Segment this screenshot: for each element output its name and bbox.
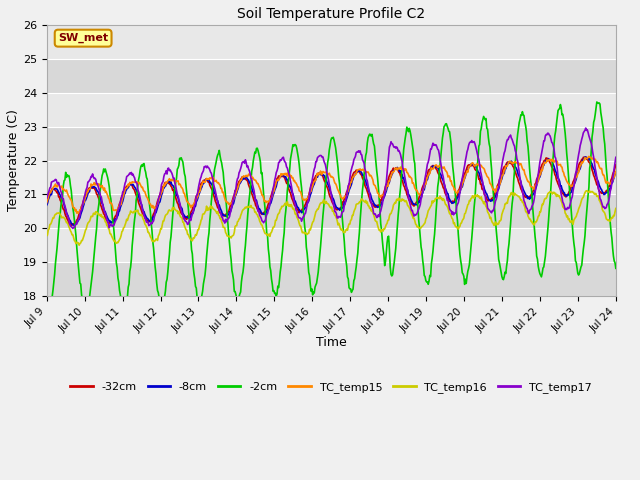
-8cm [113, 216, 120, 222]
TC_temp15 [200, 179, 208, 185]
-2cm [418, 249, 426, 254]
-8cm [581, 154, 589, 160]
TC_temp17 [170, 175, 178, 181]
Line: TC_temp16: TC_temp16 [47, 191, 616, 245]
-2cm [43, 306, 51, 312]
-32cm [401, 187, 409, 192]
Line: -32cm: -32cm [47, 157, 616, 226]
Legend: -32cm, -8cm, -2cm, TC_temp15, TC_temp16, TC_temp17: -32cm, -8cm, -2cm, TC_temp15, TC_temp16,… [66, 378, 596, 397]
TC_temp15 [113, 207, 120, 213]
-8cm [170, 185, 178, 191]
TC_temp16 [43, 233, 51, 239]
TC_temp16 [612, 205, 620, 211]
TC_temp17 [69, 226, 77, 231]
-8cm [200, 180, 208, 185]
-32cm [612, 162, 620, 168]
-8cm [70, 222, 78, 228]
X-axis label: Time: Time [316, 336, 347, 349]
-32cm [170, 191, 178, 196]
TC_temp16 [582, 188, 590, 194]
TC_temp15 [612, 168, 620, 174]
-32cm [418, 186, 426, 192]
TC_temp16 [401, 199, 409, 204]
-2cm [612, 265, 620, 271]
Bar [47, 59, 616, 93]
-8cm [53, 186, 61, 192]
TC_temp17 [401, 177, 409, 182]
-8cm [612, 169, 620, 175]
Bar [47, 262, 616, 296]
TC_temp16 [200, 211, 208, 217]
TC_temp15 [74, 210, 82, 216]
TC_temp17 [612, 155, 620, 160]
-2cm [113, 260, 120, 266]
-2cm [44, 310, 51, 315]
Line: TC_temp17: TC_temp17 [47, 128, 616, 228]
Title: Soil Temperature Profile C2: Soil Temperature Profile C2 [237, 7, 426, 21]
Bar [47, 228, 616, 262]
-8cm [418, 192, 426, 197]
TC_temp17 [582, 125, 589, 131]
-32cm [113, 212, 120, 218]
-32cm [43, 197, 51, 203]
-32cm [582, 154, 589, 160]
-32cm [67, 223, 75, 229]
-2cm [54, 236, 61, 242]
-2cm [401, 135, 409, 141]
Text: SW_met: SW_met [58, 33, 108, 43]
Line: -2cm: -2cm [47, 102, 616, 312]
-8cm [43, 202, 51, 208]
TC_temp15 [401, 166, 409, 172]
TC_temp16 [170, 204, 178, 210]
Bar [47, 194, 616, 228]
Bar [47, 93, 616, 127]
TC_temp15 [170, 178, 178, 183]
TC_temp17 [53, 180, 61, 185]
-8cm [401, 180, 409, 186]
TC_temp16 [76, 242, 83, 248]
Line: -8cm: -8cm [47, 157, 616, 225]
TC_temp17 [113, 216, 120, 222]
Line: TC_temp15: TC_temp15 [47, 156, 616, 213]
TC_temp16 [113, 240, 120, 246]
-32cm [53, 190, 61, 196]
Y-axis label: Temperature (C): Temperature (C) [7, 109, 20, 212]
TC_temp17 [200, 164, 208, 169]
-32cm [200, 178, 208, 183]
TC_temp15 [43, 200, 51, 205]
Bar [47, 127, 616, 160]
TC_temp17 [418, 194, 426, 200]
Bar [47, 25, 616, 59]
TC_temp15 [418, 189, 426, 194]
-2cm [170, 192, 178, 198]
Bar [47, 160, 616, 194]
TC_temp17 [43, 195, 51, 201]
TC_temp16 [418, 224, 426, 229]
-2cm [593, 99, 601, 105]
-2cm [200, 276, 208, 282]
TC_temp15 [53, 184, 61, 190]
TC_temp16 [53, 210, 61, 216]
TC_temp15 [585, 154, 593, 159]
